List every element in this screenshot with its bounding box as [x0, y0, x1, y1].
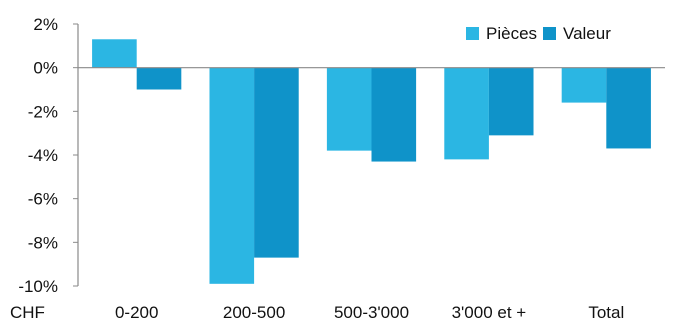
legend-label-pi-ces: Pièces: [486, 24, 537, 43]
bar-valeur-3: [488, 67, 534, 136]
legend-swatch-pi-ces: [466, 27, 479, 40]
y-tick-label: -10%: [18, 277, 58, 296]
y-axis-ticks: 2% 0% -2% -4% -6% -8% -10%: [18, 15, 78, 296]
y-tick-label: -8%: [28, 233, 58, 252]
y-tick-label: -4%: [28, 146, 58, 165]
currency-label: CHF: [10, 303, 45, 322]
legend-swatch-valeur: [543, 27, 556, 40]
y-tick-label: 0%: [33, 59, 58, 78]
bar-valeur-2: [371, 67, 417, 162]
x-category-label: Total: [588, 303, 624, 322]
x-category-label: 500-3'000: [334, 303, 409, 322]
bar-pi-ces-4: [561, 67, 607, 103]
bar-valeur-1: [254, 67, 299, 258]
y-tick-label: 2%: [33, 15, 58, 34]
x-category-label: 200-500: [223, 303, 285, 322]
bar-valeur-0: [136, 67, 182, 90]
chart-bars: [92, 39, 651, 284]
y-tick-label: -2%: [28, 102, 58, 121]
y-tick-label: -6%: [28, 190, 58, 209]
x-category-label: 3'000 et +: [452, 303, 527, 322]
x-category-label: 0-200: [115, 303, 158, 322]
bar-pi-ces-0: [92, 39, 137, 68]
legend-label-valeur: Valeur: [563, 24, 611, 43]
bar-valeur-4: [606, 67, 651, 149]
bar-pi-ces-2: [326, 67, 372, 151]
chart-legend: Pièces Valeur: [466, 24, 611, 43]
bar-pi-ces-3: [444, 67, 489, 160]
chart-axes: [77, 24, 665, 286]
x-axis-labels: 0-200 200-500 500-3'000 3'000 et + Total: [115, 303, 624, 322]
bar-pi-ces-1: [209, 67, 255, 284]
